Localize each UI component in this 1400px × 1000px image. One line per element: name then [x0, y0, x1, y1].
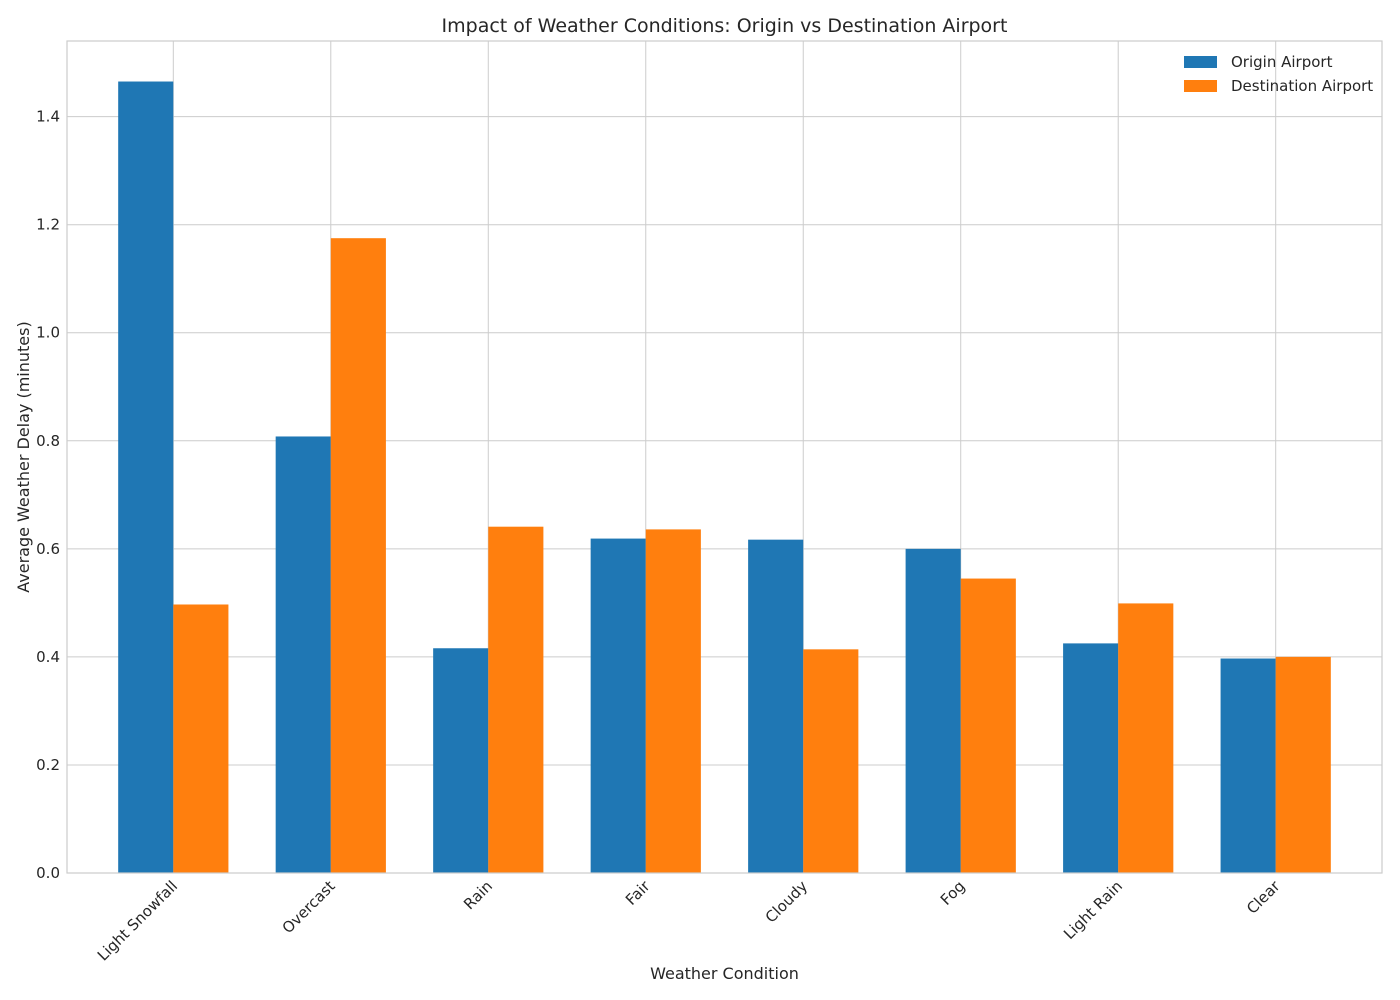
bar-destination [960, 578, 1016, 873]
bar-origin [905, 548, 961, 873]
x-tick-labels: Light Snowfall Overcast Rain Fair Cloudy Fog L… [94, 877, 1284, 965]
bar-origin [1220, 658, 1276, 873]
bar-origin [1063, 643, 1119, 873]
bar-origin [590, 538, 646, 873]
y-tick-label: 1.4 [36, 108, 60, 126]
bar-destination [1275, 656, 1331, 873]
y-tick-labels: 0.0 0.2 0.4 0.6 0.8 1.0 1.2 1.4 [36, 108, 60, 882]
legend-swatch [1184, 56, 1217, 68]
x-tick-label: Light Snowfall [94, 877, 181, 964]
x-tick-label: Cloudy [762, 877, 811, 926]
x-axis-label: Weather Condition [650, 964, 799, 983]
bar-origin [433, 648, 489, 873]
x-tick-label: Fog [937, 877, 969, 909]
legend: Origin Airport Destination Airport [1184, 53, 1373, 95]
y-tick-label: 1.0 [36, 324, 60, 342]
x-tick-label: Fair [622, 877, 654, 909]
bar-origin [275, 436, 331, 873]
legend-label: Destination Airport [1231, 77, 1373, 95]
y-axis-label: Average Weather Delay (minutes) [14, 321, 33, 592]
bar-destination [645, 529, 701, 873]
bars [118, 81, 1331, 874]
y-tick-label: 0.2 [36, 756, 60, 774]
x-tick-label: Clear [1243, 877, 1284, 918]
bar-origin [118, 81, 174, 874]
y-tick-label: 1.2 [36, 216, 60, 234]
x-tick-label: Overcast [279, 877, 339, 937]
y-tick-label: 0.8 [36, 432, 60, 450]
x-tick-label: Light Rain [1060, 877, 1126, 943]
y-tick-label: 0.0 [36, 864, 60, 882]
y-tick-label: 0.4 [36, 648, 60, 666]
bar-destination [488, 526, 544, 873]
bar-destination [173, 604, 229, 873]
x-tick-label: Rain [460, 877, 496, 913]
y-tick-label: 0.6 [36, 540, 60, 558]
plot-frame [66, 40, 1383, 874]
bar-destination [1118, 603, 1174, 873]
bar-origin [748, 539, 804, 873]
bar-destination [803, 649, 859, 873]
bar-destination [330, 238, 386, 873]
grid-lines [67, 41, 1382, 873]
legend-swatch [1184, 80, 1217, 92]
chart-title: Impact of Weather Conditions: Origin vs … [442, 15, 1008, 37]
legend-label: Origin Airport [1231, 53, 1333, 71]
